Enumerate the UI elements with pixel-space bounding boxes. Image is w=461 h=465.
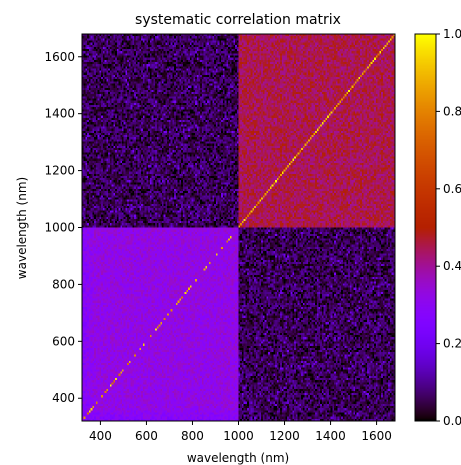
heatmap-plot-area [81, 33, 396, 422]
y-tick-label: 1000 [44, 221, 75, 235]
colorbar-gradient [415, 34, 436, 421]
colorbar-tick-label: 1.0 [443, 27, 461, 41]
y-tick-label: 800 [52, 277, 75, 291]
x-axis-ticks: 400 600 800 1000 1200 1400 1600 [89, 421, 392, 443]
x-tick-label: 400 [89, 429, 112, 443]
y-tick-label: 1200 [44, 164, 75, 178]
y-tick-label: 1600 [44, 50, 75, 64]
y-axis-ticks: 400 600 800 1000 1200 1400 1600 [44, 50, 82, 405]
x-tick-label: 600 [135, 429, 158, 443]
y-axis-label: wavelength (nm) [15, 177, 29, 279]
x-tick-label: 1000 [223, 429, 254, 443]
colorbar-tick-label: 0.6 [443, 182, 461, 196]
colorbar-tick-label: 0.0 [443, 414, 461, 428]
x-axis-label: wavelength (nm) [187, 451, 289, 465]
colorbar: 0.0 0.2 0.4 0.6 0.8 1.0 [414, 27, 461, 428]
colorbar-tick-label: 0.2 [443, 337, 461, 351]
y-tick-label: 400 [52, 391, 75, 405]
colorbar-ticks: 0.0 0.2 0.4 0.6 0.8 1.0 [436, 27, 461, 428]
y-tick-label: 600 [52, 334, 75, 348]
colorbar-tick-label: 0.4 [443, 259, 461, 273]
chart-title: systematic correlation matrix [135, 12, 341, 28]
colorbar-tick-label: 0.8 [443, 104, 461, 118]
x-tick-label: 1400 [315, 429, 346, 443]
colorbar-frame [414, 33, 437, 422]
x-tick-label: 1600 [361, 429, 392, 443]
x-tick-label: 1200 [269, 429, 300, 443]
x-tick-label: 800 [181, 429, 204, 443]
y-tick-label: 1400 [44, 107, 75, 121]
heatmap-image [82, 34, 395, 421]
